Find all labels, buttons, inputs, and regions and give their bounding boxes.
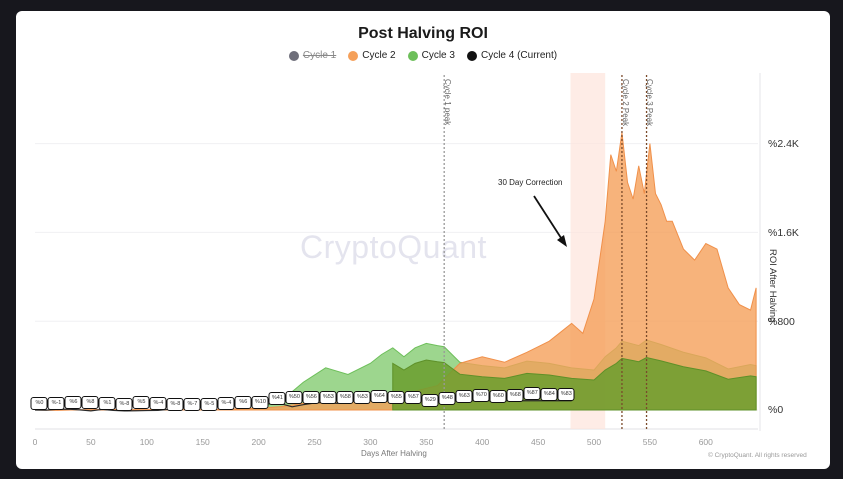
legend-label: Cycle 3 (421, 50, 455, 61)
roi-label-pill: %56 (302, 390, 320, 404)
legend-item-cycle-4[interactable]: Cycle 4 (Current) (466, 50, 558, 61)
roi-label-pill: %58 (336, 390, 354, 404)
roi-label-pill: %57 (404, 390, 422, 404)
roi-label-pill: %-8 (115, 397, 133, 411)
y-tick-label: %1.6K (768, 227, 799, 239)
x-tick-label: 550 (642, 437, 657, 447)
roi-label-pill: %-5 (200, 397, 218, 411)
roi-label-pill: %64 (370, 389, 388, 403)
x-tick-label: 600 (698, 437, 713, 447)
legend-item-cycle-1[interactable]: Cycle 1 (288, 50, 337, 61)
roi-label-pill: %1 (98, 396, 116, 410)
chart-card: Post Halving ROI Cycle 1 Cycle 2 Cycle 3… (16, 11, 830, 469)
x-tick-label: 400 (475, 437, 490, 447)
roi-label-pill: %60 (489, 390, 507, 404)
roi-label-pill: %29 (421, 393, 439, 407)
y-axis-title: ROI After Halving (767, 249, 778, 323)
y-tick-label: %0 (768, 404, 784, 416)
x-tick-label: 450 (531, 437, 546, 447)
cycle1-peak-label: Cycle 1 peak (443, 79, 452, 126)
roi-label-pill: %-4 (149, 397, 167, 411)
roi-label-pill: %50 (285, 391, 303, 405)
legend-dot-icon (348, 50, 359, 61)
roi-label-pill: %6 (64, 396, 82, 410)
y-tick-label: %800 (768, 316, 795, 328)
roi-label-pill: %63 (455, 390, 473, 403)
x-tick-label: 0 (32, 437, 38, 447)
legend-item-cycle-3[interactable]: Cycle 3 (407, 50, 455, 61)
roi-label-pill: %-8 (166, 397, 184, 411)
roi-label-pill: %10 (251, 395, 269, 409)
roi-label-pill: %53 (319, 391, 337, 405)
chart-title: Post Halving ROI (358, 25, 488, 42)
legend-label: Cycle 2 (362, 50, 396, 61)
roi-label-pill: %5 (132, 396, 150, 410)
x-tick-label: 150 (195, 437, 210, 447)
roi-label-pill: %-4 (217, 397, 235, 411)
x-tick-label: 50 (86, 437, 96, 447)
cycle2-peak-label: Cycle 2 Peak (621, 79, 630, 127)
roi-label-pill: %87 (523, 387, 541, 401)
roi-label-pill: %48 (438, 391, 456, 405)
chart-legend: Cycle 1 Cycle 2 Cycle 3 Cycle 4 (Current… (16, 50, 830, 61)
legend-dot-icon (466, 50, 477, 61)
roi-label-pill: %-1 (47, 397, 65, 411)
annotation-arrow-icon (533, 195, 564, 242)
legend-dot-icon (407, 50, 418, 61)
roi-label-pill: %-7 (183, 397, 201, 411)
y-tick-label: %2.4K (768, 138, 799, 150)
x-tick-label: 300 (363, 437, 378, 447)
arrowhead-icon (557, 235, 567, 247)
watermark: CryptoQuant (300, 229, 487, 265)
x-tick-label: 500 (586, 437, 602, 447)
x-tick-label: 250 (307, 437, 322, 447)
roi-label-pill: %41 (268, 392, 286, 406)
roi-label-pill: %68 (506, 389, 524, 403)
roi-label-pill: %83 (557, 387, 575, 401)
roi-label-pill: %70 (472, 389, 490, 403)
roi-label-pill: %84 (540, 387, 558, 401)
x-tick-label: 200 (251, 437, 266, 447)
cycle3-peak-label: Cycle 3 Peak (645, 79, 654, 127)
legend-label: Cycle 1 (302, 50, 337, 61)
legend-dot-icon (288, 50, 299, 61)
legend-label: Cycle 4 (Current) (480, 50, 558, 61)
copyright-text: © CryptoQuant. All rights reserved (708, 452, 807, 459)
x-axis-title: Days After Halving (361, 449, 427, 458)
x-tick-label: 350 (419, 437, 434, 447)
roi-label-pill: %0 (30, 397, 48, 410)
x-tick-label: 100 (139, 437, 154, 447)
correction-annotation: 30 Day Correction (498, 178, 563, 187)
legend-item-cycle-2[interactable]: Cycle 2 (348, 50, 396, 61)
roi-label-pill: %6 (234, 396, 252, 410)
roi-label-pill: %8 (81, 396, 99, 410)
roi-label-pill: %53 (353, 391, 371, 405)
roi-label-pill: %55 (387, 390, 405, 404)
